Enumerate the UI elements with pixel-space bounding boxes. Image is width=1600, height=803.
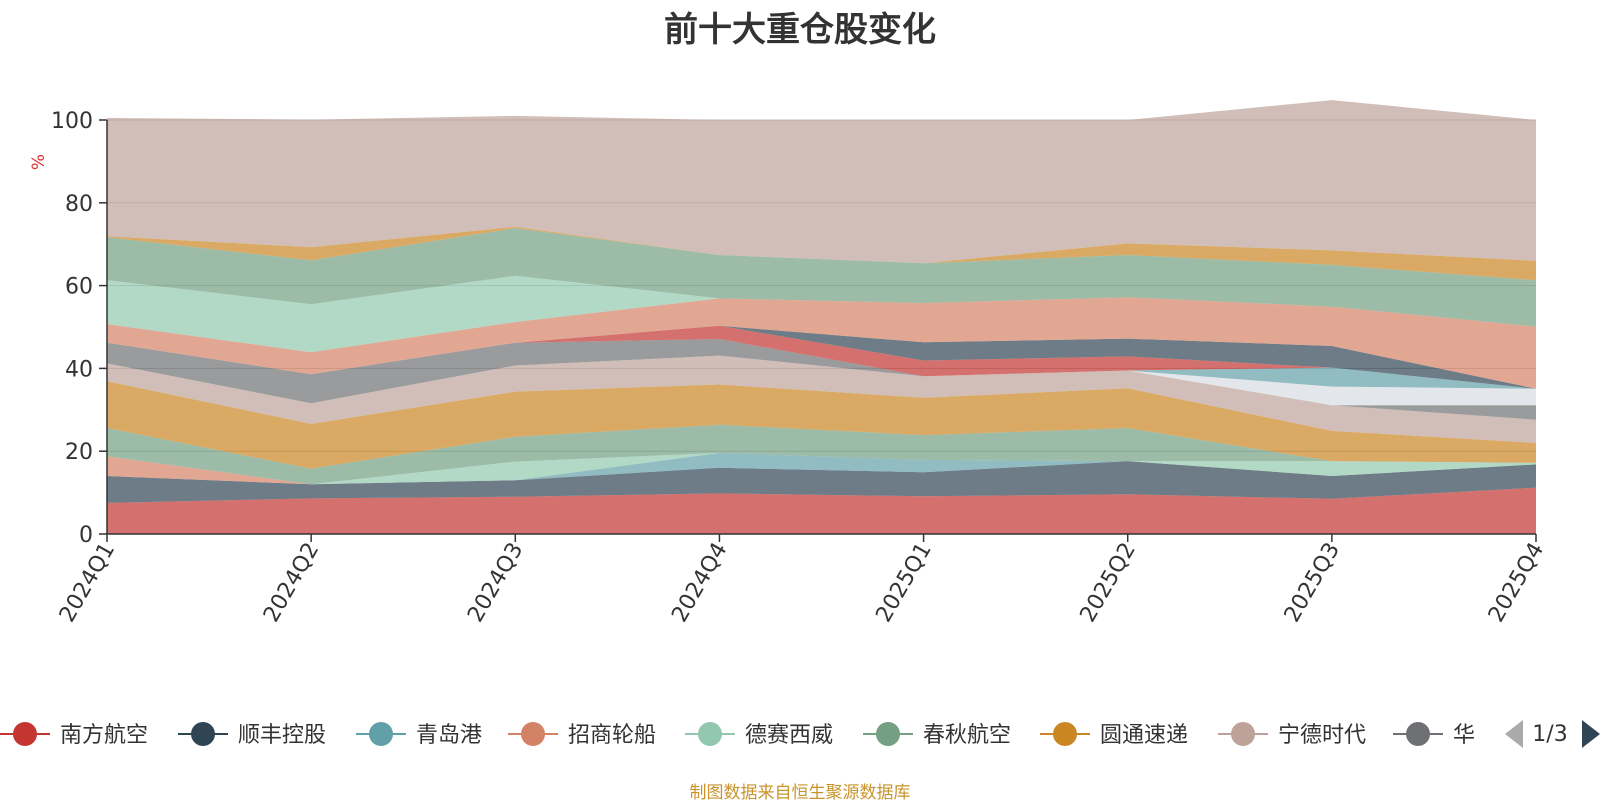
- legend-item-2[interactable]: 顺丰控股: [178, 722, 326, 748]
- area-layer-extra-8: [107, 228, 1536, 327]
- legend-item-3[interactable]: 青岛港: [356, 722, 482, 748]
- legend-label: 招商轮船: [568, 723, 656, 748]
- legend-item-5[interactable]: 德赛西威: [685, 722, 833, 748]
- area-series-6: [107, 424, 1536, 485]
- x-tick-label: 2024Q3: [463, 539, 528, 627]
- legend-prev-arrow-icon[interactable]: [1505, 720, 1523, 748]
- area-series-1: [107, 487, 1536, 534]
- legend: 南方航空 顺丰控股 青岛港 招商轮船 德赛西威 春秋航空 圆通速递 宁德时代 华: [0, 722, 1475, 748]
- chart-title: 前十大重仓股变化: [664, 10, 936, 50]
- area-layer: [107, 100, 1536, 534]
- area-series-2: [107, 461, 1536, 503]
- legend-label: 青岛港: [416, 723, 482, 748]
- y-tick-label: 20: [65, 440, 93, 465]
- area-series-5: [107, 452, 1536, 485]
- legend-pager: 1/3: [1505, 720, 1600, 748]
- area-layer-extra-7: [107, 275, 1536, 353]
- area-layer-extra-6: [107, 297, 1536, 389]
- legend-label: 顺丰控股: [238, 723, 326, 748]
- area-layer-extra-5: [107, 325, 1536, 389]
- legend-label: 宁德时代: [1278, 723, 1366, 748]
- area-layer-extra-1: [107, 339, 1536, 420]
- x-tick-label: 2025Q2: [1076, 539, 1141, 627]
- legend-item-6[interactable]: 春秋航空: [863, 722, 1011, 748]
- legend-marker: [191, 722, 215, 746]
- x-tick-label: 2025Q4: [1484, 539, 1549, 627]
- legend-marker: [876, 722, 900, 746]
- y-tick-label: 80: [65, 192, 93, 217]
- legend-label: 华: [1453, 723, 1475, 748]
- y-tick-label: 40: [65, 357, 93, 382]
- area-series-3: [107, 452, 1536, 485]
- y-tick-label: 60: [65, 275, 93, 300]
- legend-marker: [1231, 722, 1255, 746]
- area-series-4: [107, 452, 1536, 485]
- legend-label: 南方航空: [60, 723, 148, 748]
- x-tick-label: 2024Q2: [259, 539, 324, 627]
- legend-marker: [1053, 722, 1077, 746]
- legend-label: 德赛西威: [745, 723, 833, 748]
- axes: [106, 120, 1536, 535]
- legend-marker: [369, 722, 393, 746]
- legend-item-1[interactable]: 南方航空: [0, 722, 148, 748]
- legend-page-indicator: 1/3: [1532, 722, 1567, 747]
- area-layer-extra-10: [107, 100, 1536, 264]
- x-tick-label: 2024Q1: [55, 539, 120, 627]
- y-tick-label: 100: [51, 109, 93, 134]
- y-tick-label: 0: [79, 523, 93, 548]
- legend-label: 圆通速递: [1100, 723, 1188, 748]
- area-layer-extra-2: [107, 339, 1536, 406]
- area-series-8: [107, 355, 1536, 443]
- legend-marker: [698, 722, 722, 746]
- area-layer-extra-9: [107, 226, 1536, 281]
- area-series-7: [107, 381, 1536, 469]
- legend-next-arrow-icon[interactable]: [1582, 720, 1600, 748]
- source-note: 制图数据来自恒生聚源数据库: [689, 783, 911, 803]
- legend-item-8[interactable]: 宁德时代: [1218, 722, 1366, 748]
- legend-marker: [1406, 722, 1430, 746]
- legend-item-4[interactable]: 招商轮船: [508, 722, 656, 748]
- x-tick-label: 2024Q4: [667, 539, 732, 627]
- y-axis-unit-label: %: [29, 154, 49, 170]
- legend-marker: [521, 722, 545, 746]
- legend-marker: [13, 722, 37, 746]
- x-tick-label: 2025Q1: [871, 539, 936, 627]
- area-layer-extra-4: [107, 325, 1536, 389]
- legend-label: 春秋航空: [923, 723, 1011, 748]
- legend-item-7[interactable]: 圆通速递: [1040, 722, 1188, 748]
- area-layer-extra-3: [107, 339, 1536, 389]
- x-tick-label: 2025Q3: [1280, 539, 1345, 627]
- legend-item-9[interactable]: 华: [1393, 722, 1475, 748]
